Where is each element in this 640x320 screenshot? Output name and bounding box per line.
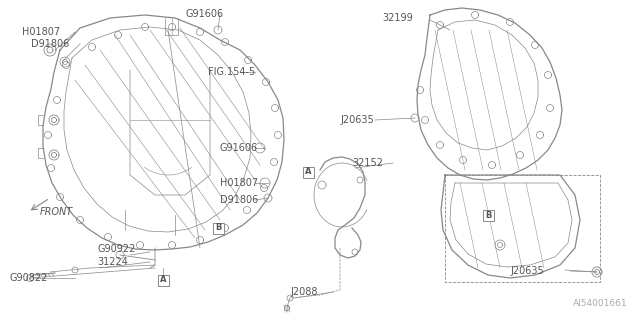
Text: G91606: G91606 bbox=[185, 9, 223, 19]
Text: B: B bbox=[215, 223, 221, 233]
Text: G90922: G90922 bbox=[97, 244, 136, 254]
Text: J2088: J2088 bbox=[290, 287, 317, 297]
Bar bbox=[212, 222, 223, 234]
Text: H01807: H01807 bbox=[220, 178, 258, 188]
Text: 32152: 32152 bbox=[352, 158, 383, 168]
Text: B: B bbox=[485, 211, 491, 220]
Text: G90822: G90822 bbox=[10, 273, 49, 283]
Text: FIG.154-5: FIG.154-5 bbox=[208, 67, 255, 77]
Text: FRONT: FRONT bbox=[40, 207, 73, 217]
Text: H01807: H01807 bbox=[22, 27, 60, 37]
Text: AI54001661: AI54001661 bbox=[573, 299, 628, 308]
Text: G91606: G91606 bbox=[220, 143, 258, 153]
Text: J20635: J20635 bbox=[340, 115, 374, 125]
Text: D91806: D91806 bbox=[31, 39, 69, 49]
Text: 32199: 32199 bbox=[382, 13, 413, 23]
Text: A: A bbox=[305, 167, 311, 177]
Text: A: A bbox=[160, 276, 166, 284]
Text: J20635: J20635 bbox=[510, 266, 544, 276]
Bar bbox=[303, 166, 314, 178]
Text: 31224: 31224 bbox=[97, 257, 128, 267]
Bar bbox=[483, 210, 493, 220]
Text: D91806: D91806 bbox=[220, 195, 259, 205]
Bar bbox=[157, 275, 168, 285]
